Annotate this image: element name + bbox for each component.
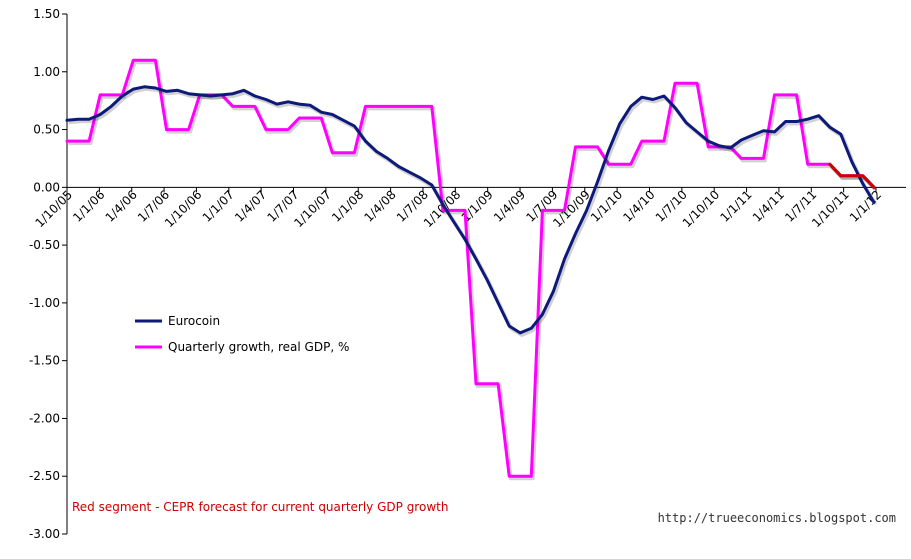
legend: Eurocoin Quarterly growth, real GDP, %: [135, 314, 349, 354]
y-tick-label: 1.00: [33, 65, 60, 79]
x-tick-label: 1/1/06: [70, 188, 107, 225]
x-tick-label: 1/1/07: [200, 188, 237, 225]
y-tick-label: 0.50: [33, 123, 60, 137]
x-tick-label: 1/4/06: [103, 188, 140, 225]
y-tick-label: -2.50: [29, 469, 60, 483]
y-tick-label: -0.50: [29, 238, 60, 252]
x-tick-label: 1/4/09: [491, 188, 528, 225]
y-axis: 1.50 1.00 0.50 0.00 -0.50 -1.00 -1.50 -2.00 -2.5…: [29, 7, 68, 541]
y-tick-label: -3.00: [29, 527, 60, 541]
y-tick-label: -1.00: [29, 296, 60, 310]
x-tick-label: 1/4/11: [750, 188, 787, 225]
legend-label-gdp: Quarterly growth, real GDP, %: [168, 340, 349, 354]
x-tick-label: 1/1/12: [847, 188, 884, 225]
x-tick-label: 1/4/10: [620, 188, 657, 225]
annotation-text: Red segment - CEPR forecast for current …: [72, 500, 448, 514]
y-tick-label: 1.50: [33, 7, 60, 21]
x-tick-label: 1/1/11: [717, 188, 754, 225]
x-tick-label: 1/1/08: [329, 188, 366, 225]
x-tick-label: 1/4/07: [232, 188, 269, 225]
series-layer: [65, 58, 878, 481]
series-line-cepr-forecast: [828, 162, 876, 189]
series-line-eurocoin: [65, 85, 876, 335]
legend-label-eurocoin: Eurocoin: [168, 314, 220, 328]
source-url: http://trueeconomics.blogspot.com: [658, 511, 896, 525]
x-tick-label: 1/4/08: [362, 188, 399, 225]
y-tick-label: -1.50: [29, 354, 60, 368]
y-tick-label: 0.00: [33, 180, 60, 194]
series-line-cepr-forecast-shadow: [829, 164, 877, 191]
x-axis: 1/10/051/1/061/4/061/7/061/10/061/1/071/…: [33, 186, 906, 230]
y-tick-label: -2.00: [29, 411, 60, 425]
